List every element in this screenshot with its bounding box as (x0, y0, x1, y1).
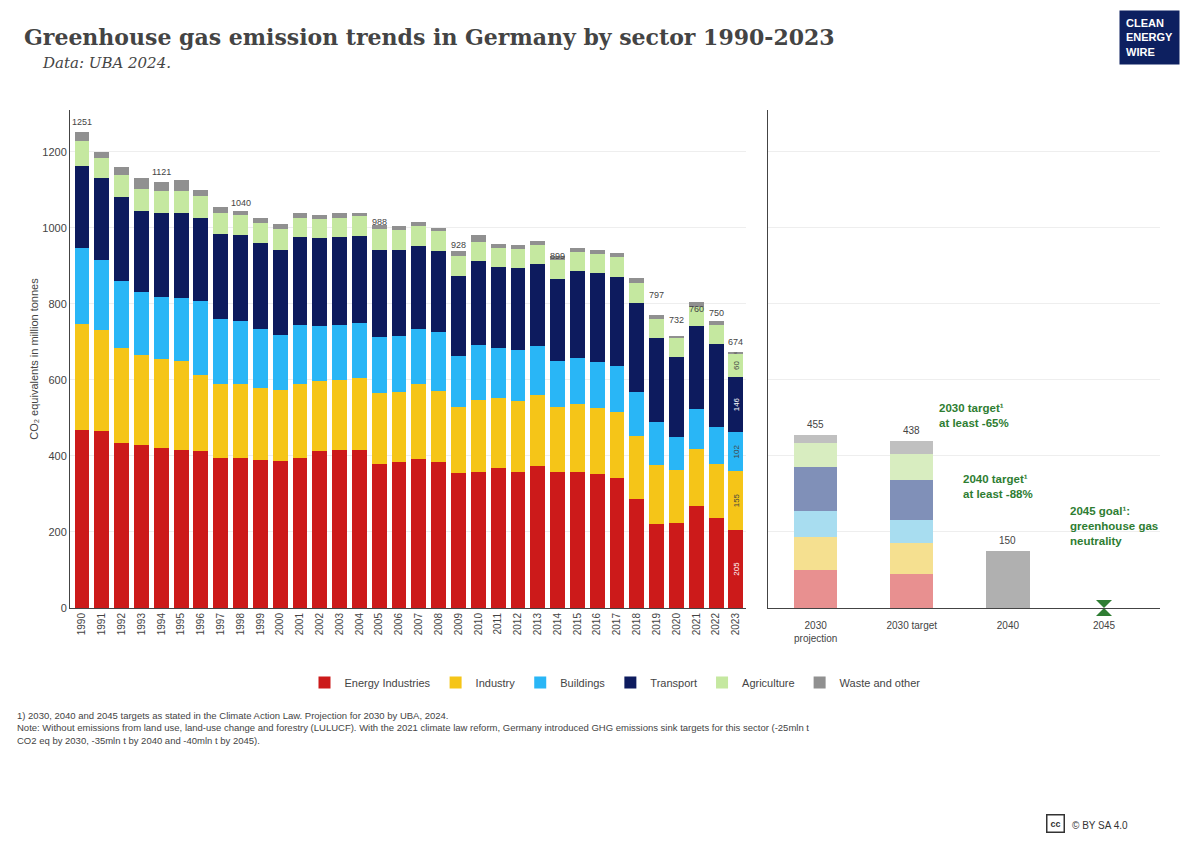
svg-text:Greenhouse gas emission trends: Greenhouse gas emission trends in German… (24, 24, 835, 50)
svg-text:2012: 2012 (512, 613, 523, 636)
svg-text:2008: 2008 (433, 613, 444, 636)
svg-text:Data: UBA 2024.: Data: UBA 2024. (42, 54, 171, 72)
svg-text:2020: 2020 (671, 613, 682, 636)
svg-text:155: 155 (732, 493, 741, 507)
svg-text:2045 goal¹:greenhouse gasneutr: 2045 goal¹:greenhouse gasneutrality (1070, 505, 1158, 547)
svg-text:1995: 1995 (175, 613, 186, 636)
svg-text:60: 60 (732, 360, 741, 369)
svg-text:1) 2030, 2040 and 2045 targets: 1) 2030, 2040 and 2045 targets as stated… (17, 710, 809, 746)
svg-text:1996: 1996 (195, 613, 206, 636)
svg-text:2018: 2018 (631, 613, 642, 636)
svg-text:2003: 2003 (334, 613, 345, 636)
svg-text:438: 438 (903, 425, 920, 436)
svg-text:760: 760 (689, 304, 704, 314)
svg-text:674: 674 (728, 337, 743, 347)
svg-text:2030projection: 2030projection (794, 620, 837, 644)
svg-text:2015: 2015 (572, 613, 583, 636)
svg-text:2013: 2013 (532, 613, 543, 636)
svg-text:1000: 1000 (42, 222, 66, 234)
svg-text:Waste and other: Waste and other (840, 677, 921, 689)
svg-text:2006: 2006 (393, 613, 404, 636)
svg-text:2004: 2004 (354, 613, 365, 636)
svg-text:1121: 1121 (152, 167, 171, 177)
svg-text:2002: 2002 (314, 613, 325, 636)
svg-text:2016: 2016 (591, 613, 602, 636)
svg-text:455: 455 (807, 419, 824, 430)
svg-text:200: 200 (48, 526, 66, 538)
svg-text:150: 150 (999, 535, 1016, 546)
svg-text:2040: 2040 (997, 620, 1020, 631)
svg-text:1994: 1994 (156, 613, 167, 636)
svg-text:1251: 1251 (72, 117, 92, 127)
svg-text:1991: 1991 (96, 613, 107, 636)
svg-text:2007: 2007 (413, 613, 424, 636)
svg-text:2017: 2017 (611, 613, 622, 636)
svg-text:2023: 2023 (730, 613, 741, 636)
svg-text:2045: 2045 (1093, 620, 1116, 631)
svg-text:750: 750 (709, 308, 724, 318)
svg-text:cc: cc (1051, 819, 1061, 829)
svg-text:1200: 1200 (42, 146, 66, 158)
svg-text:797: 797 (649, 290, 664, 300)
svg-text:2005: 2005 (373, 613, 384, 636)
svg-text:2030 target: 2030 target (886, 620, 937, 631)
svg-text:CO₂ equivalents in million ton: CO₂ equivalents in million tonnes (28, 278, 40, 440)
svg-text:2022: 2022 (710, 613, 721, 636)
svg-text:1990: 1990 (76, 613, 87, 636)
svg-text:2040 target¹at least -88%: 2040 target¹at least -88% (963, 473, 1033, 500)
svg-text:1997: 1997 (215, 613, 226, 636)
svg-text:1992: 1992 (116, 613, 127, 636)
svg-text:Agriculture: Agriculture (742, 677, 795, 689)
svg-text:1998: 1998 (235, 613, 246, 636)
svg-text:600: 600 (48, 374, 66, 386)
svg-text:2014: 2014 (552, 613, 563, 636)
svg-text:205: 205 (732, 562, 741, 576)
svg-text:2011: 2011 (492, 613, 503, 635)
svg-text:CLEANENERGYWIRE: CLEANENERGYWIRE (1126, 17, 1173, 58)
svg-text:146: 146 (732, 397, 741, 411)
svg-text:2009: 2009 (453, 613, 464, 636)
svg-text:928: 928 (451, 240, 466, 250)
svg-text:0: 0 (61, 602, 67, 614)
svg-text:Energy Industries: Energy Industries (345, 677, 431, 689)
svg-text:899: 899 (550, 251, 565, 261)
svg-text:6: 6 (733, 351, 738, 354)
svg-text:2019: 2019 (651, 613, 662, 636)
svg-text:800: 800 (48, 298, 66, 310)
svg-text:988: 988 (372, 217, 387, 227)
svg-text:2030 target¹at least -65%: 2030 target¹at least -65% (939, 402, 1009, 429)
svg-text:Buildings: Buildings (560, 677, 605, 689)
svg-text:1999: 1999 (255, 613, 266, 636)
svg-text:1993: 1993 (136, 613, 147, 636)
svg-text:2001: 2001 (294, 613, 305, 636)
svg-text:Transport: Transport (650, 677, 697, 689)
svg-text:2010: 2010 (473, 613, 484, 636)
svg-text:102: 102 (732, 445, 741, 459)
svg-text:Industry: Industry (476, 677, 516, 689)
svg-text:2000: 2000 (274, 613, 285, 636)
svg-text:© BY SA 4.0: © BY SA 4.0 (1072, 820, 1128, 831)
svg-text:732: 732 (669, 315, 684, 325)
svg-text:2021: 2021 (691, 613, 702, 636)
svg-text:1040: 1040 (231, 198, 251, 208)
svg-text:400: 400 (48, 450, 66, 462)
